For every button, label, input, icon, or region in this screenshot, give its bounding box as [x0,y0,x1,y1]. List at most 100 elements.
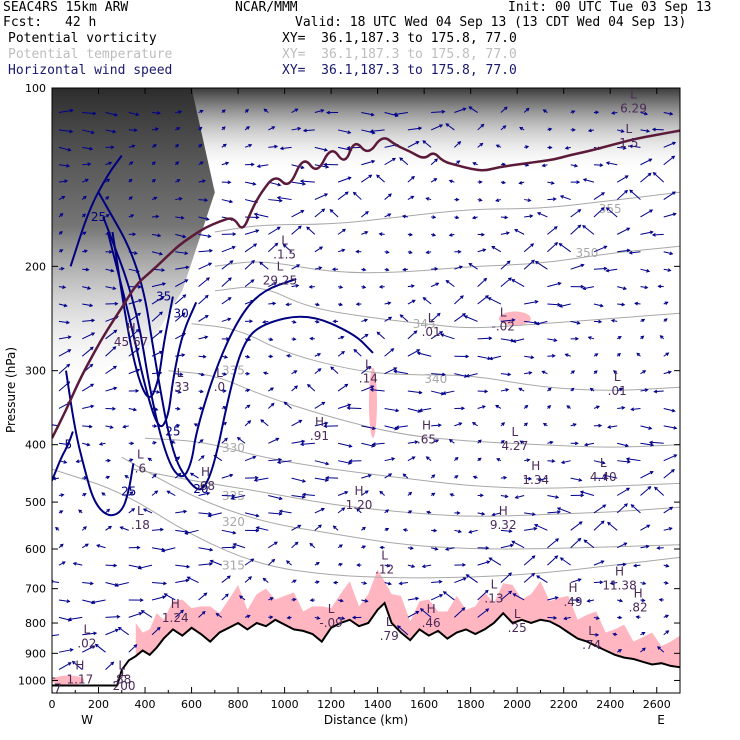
wind-vector [337,351,345,357]
wind-vector-head [66,363,71,368]
wind-vector-head [387,581,392,586]
wind-vector [407,441,418,444]
wind-vector [268,495,282,500]
wind-vector-head [128,178,133,183]
wind-vector-head [418,390,423,395]
wind-vector-head [302,479,307,483]
wind-vector [446,280,455,288]
wind-vector-head [367,474,372,478]
wind-vector [175,510,187,514]
wind-vector [244,576,252,583]
wind-vector-head [276,226,281,231]
wind-vector-head [270,387,275,391]
wind-vectors [52,106,678,671]
wind-vector [640,471,654,479]
wind-vector-head [152,473,157,478]
wind-vector [105,329,117,340]
wind-vector-head [587,128,592,133]
wind-vector-head [644,111,649,116]
wind-vector-head [300,210,305,214]
wind-vector-head [534,260,539,265]
wind-vector [221,437,228,444]
wind-vector-head [434,158,439,163]
wind-vector [361,211,369,218]
wind-vector-head [478,180,483,184]
wind-vector-head [557,281,562,286]
extremum-marker: L [365,358,372,372]
wind-vector-head [138,612,143,616]
wind-vector-head [388,473,393,477]
wind-vector [82,286,91,290]
extremum-marker: H [355,484,364,498]
pv-shading-blob [498,311,531,326]
wind-vector-head [603,245,608,250]
wind-vector [58,336,71,340]
wind-vector [524,372,532,375]
wind-vector [291,541,299,549]
wind-vector-head [253,212,258,217]
wind-vector-head [65,320,70,325]
wind-vector-head [431,474,436,478]
extremum-value: 1.24 [162,611,189,625]
wind-vector-head [200,455,205,459]
wind-vector-head [376,174,380,179]
wind-vector-head [445,123,450,127]
wind-vector-head [294,541,299,546]
wind-vector-head [548,127,553,132]
wind-vector-head [387,301,392,306]
wind-vector [314,109,324,114]
wind-vector-head [94,643,99,648]
wind-vector-head [109,425,114,429]
wind-vector [175,233,186,238]
wind-vector-head [527,198,532,203]
wind-vector [663,407,675,412]
wind-vector-head [505,388,510,392]
wind-vector-head [534,523,539,528]
wind-vector-head [479,493,484,498]
wind-vector-head [440,333,445,337]
wind-vector [337,384,348,392]
wind-vector [208,512,222,517]
wind-vector-head [402,267,407,272]
wind-vector [663,268,671,272]
wind-vector-head [224,355,229,359]
wind-vector [372,442,385,445]
wind-vector [616,175,629,183]
wind-vector-head [501,180,506,185]
wind-vector [524,512,535,515]
wind-vector-head [460,295,464,299]
wind-vector [68,616,83,621]
wind-vector-head [221,109,226,114]
wind-vector-head [511,540,516,545]
wind-vector-head [434,267,439,271]
wind-vector-head [500,440,505,444]
wind-vector-head [344,383,349,388]
wind-vector [384,213,391,218]
wind-vector [593,192,605,200]
wind-vector [151,283,166,288]
wind-vector-head [129,161,134,165]
wind-vector-head [83,526,87,530]
wind-vector [105,616,120,618]
wind-vector-head [386,563,391,568]
wind-vector [515,495,525,499]
wind-vector-head [259,261,264,266]
wind-vector-head [364,318,369,323]
wind-vector-head [198,126,203,131]
wind-vector-head [356,508,360,512]
wind-vector-head [541,163,546,168]
wind-vector-head [481,511,486,516]
y-tick-label: 500 [25,496,46,509]
extremum-marker: L [118,658,125,672]
wind-vector [430,331,443,340]
wind-vector-head [325,475,330,480]
wind-vector [523,555,536,566]
wind-vector-head [458,265,463,270]
wind-vector-head [587,336,592,340]
wind-vector [303,129,315,132]
wind-vector [500,260,511,270]
wind-vector-head [250,162,255,167]
wind-vector [384,367,397,375]
wind-vector-head [582,286,587,291]
